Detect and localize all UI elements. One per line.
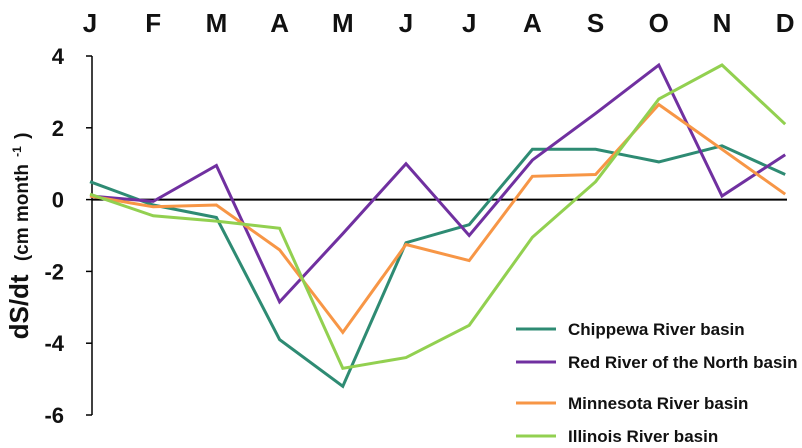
month-label: A xyxy=(523,8,542,38)
series-line-3 xyxy=(89,63,787,370)
month-label: S xyxy=(587,8,604,38)
month-label: F xyxy=(145,8,161,38)
y-tick-label: 4 xyxy=(52,44,65,69)
y-tick-label: 2 xyxy=(52,116,64,141)
month-label: A xyxy=(270,8,289,38)
y-axis-label: dS/dt (cm month -1 ) xyxy=(4,133,34,340)
y-axis-label-unit-exponent: -1 xyxy=(10,146,24,157)
y-tick-label: 0 xyxy=(52,188,64,213)
month-label: J xyxy=(399,8,413,38)
month-label: N xyxy=(713,8,732,38)
month-label: O xyxy=(649,8,669,38)
legend-label: Minnesota River basin xyxy=(568,394,748,413)
series-line-2 xyxy=(89,102,787,335)
legend-label: Illinois River basin xyxy=(568,427,718,446)
month-label: J xyxy=(83,8,97,38)
series-line-1 xyxy=(89,62,787,305)
series-line-0 xyxy=(89,144,786,389)
y-tick-label: -6 xyxy=(44,403,64,428)
y-tick-label: -2 xyxy=(44,259,64,284)
legend-label: Chippewa River basin xyxy=(568,320,745,339)
month-label: D xyxy=(776,8,795,38)
month-label: M xyxy=(332,8,354,38)
series-lines xyxy=(89,62,787,389)
month-label: J xyxy=(462,8,476,38)
y-axis: 4 2 0 -2 -4 -6 xyxy=(44,44,93,428)
month-label: M xyxy=(206,8,228,38)
y-axis-label-main: dS/dt xyxy=(4,274,34,339)
y-axis-label-unit-close: ) xyxy=(12,133,33,139)
y-axis-label-unit: (cm month xyxy=(12,164,33,261)
legend: Chippewa River basin Red River of the Nor… xyxy=(516,320,798,446)
y-tick-label: -4 xyxy=(44,331,64,356)
legend-label: Red River of the North basin xyxy=(568,353,798,372)
